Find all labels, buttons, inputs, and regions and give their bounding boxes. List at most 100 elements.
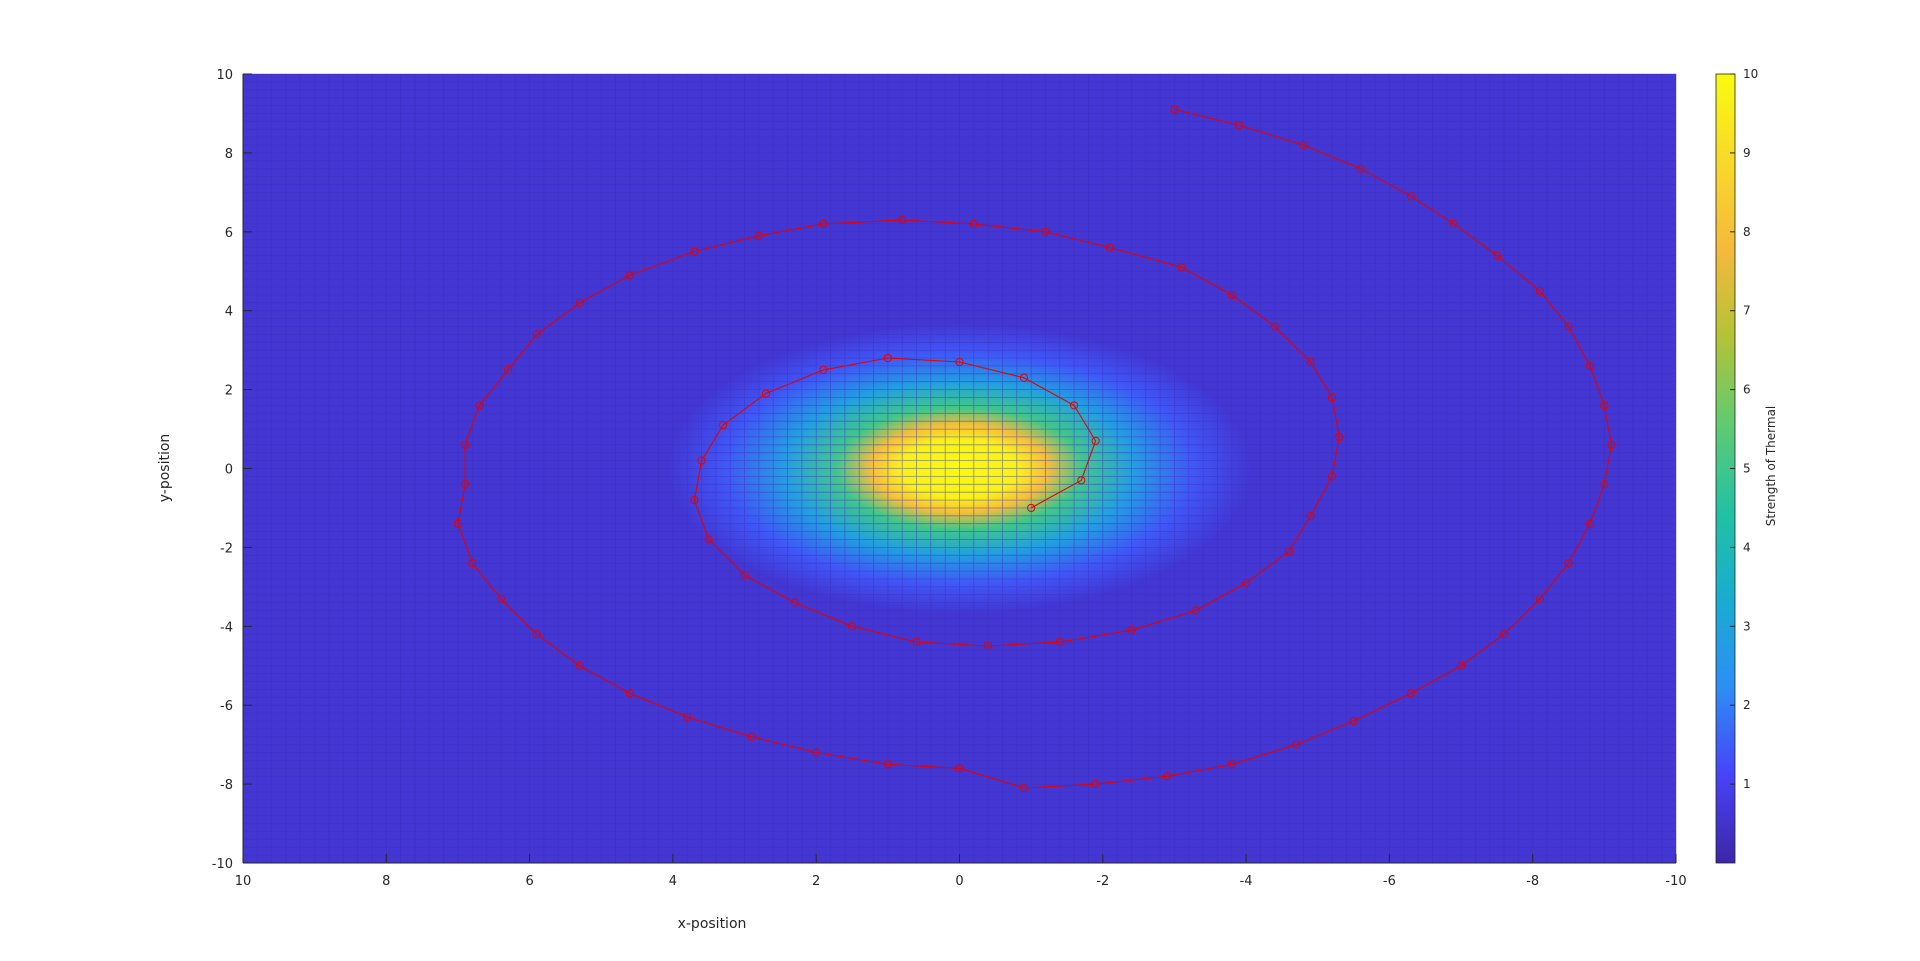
colorbar-tick-label: 6 — [1743, 383, 1751, 397]
data-point — [1242, 578, 1251, 588]
data-point — [453, 519, 463, 528]
data-point — [1406, 689, 1415, 698]
data-point — [984, 641, 993, 651]
y-tick-label: -6 — [220, 699, 233, 714]
data-point — [747, 732, 756, 741]
data-point — [847, 622, 857, 631]
y-tick-label: -4 — [220, 620, 233, 635]
data-point — [461, 480, 470, 489]
data-point — [1535, 286, 1544, 296]
data-point — [1349, 716, 1358, 726]
flight-path — [453, 105, 1616, 793]
data-point — [461, 440, 470, 449]
data-point — [1027, 503, 1036, 513]
y-tick-label: -10 — [212, 857, 233, 872]
data-point — [812, 748, 821, 757]
y-tick-label: 10 — [216, 68, 233, 83]
data-point — [1191, 606, 1201, 615]
data-point — [883, 353, 892, 363]
colorbar-tick-label: 9 — [1743, 146, 1751, 160]
data-point — [790, 598, 799, 607]
data-point — [625, 271, 635, 280]
data-point — [1019, 373, 1029, 382]
data-point — [1600, 401, 1609, 410]
colorbar-tick-label: 7 — [1743, 304, 1751, 318]
data-point — [1234, 121, 1244, 130]
data-point — [955, 764, 964, 773]
y-tick-label: -2 — [220, 541, 233, 556]
data-point — [1306, 357, 1315, 367]
data-point — [1535, 594, 1544, 603]
data-point — [761, 389, 771, 398]
data-point — [496, 594, 506, 603]
data-point — [1564, 559, 1573, 568]
data-point — [1449, 219, 1458, 229]
x-axis-label: x-position — [678, 916, 747, 932]
data-point — [912, 637, 921, 647]
data-point — [1456, 661, 1466, 670]
mesh-lines — [242, 73, 1677, 864]
x-tick-label: 6 — [525, 874, 533, 889]
x-tick-label: 0 — [955, 874, 963, 889]
data-point — [1585, 519, 1595, 528]
data-point — [1356, 164, 1365, 173]
data-point — [1564, 322, 1573, 331]
colorbar-tick-label: 8 — [1743, 225, 1751, 239]
data-point — [1070, 401, 1079, 410]
data-point — [1600, 480, 1609, 489]
data-point — [1227, 290, 1236, 300]
data-point — [754, 231, 763, 240]
data-point — [504, 365, 513, 374]
surface-mesh-grid — [242, 73, 1677, 864]
x-tick-label: 10 — [235, 874, 252, 889]
x-tick-label: 8 — [382, 874, 390, 889]
x-tick-label: -10 — [1665, 874, 1686, 889]
x-tick-label: -8 — [1526, 874, 1539, 889]
colorbar-tick-label: 3 — [1743, 619, 1751, 633]
data-point — [1492, 251, 1501, 260]
data-point — [575, 298, 584, 307]
data-point — [1019, 783, 1029, 793]
x-tick-label: -2 — [1096, 874, 1109, 889]
data-point — [575, 661, 584, 670]
data-point — [1227, 760, 1236, 769]
colorbar-tick-label: 4 — [1743, 540, 1751, 554]
x-tick-label: 4 — [669, 874, 677, 889]
data-point — [1335, 432, 1344, 442]
data-point — [883, 760, 892, 769]
y-tick-label: 2 — [225, 384, 233, 399]
data-point — [468, 559, 477, 568]
data-point — [1406, 192, 1415, 201]
data-point — [1270, 322, 1279, 331]
x-tick-label: 2 — [812, 874, 820, 889]
data-point — [1091, 780, 1100, 789]
data-point — [690, 247, 699, 256]
data-point — [819, 219, 828, 229]
y-tick-label: 6 — [225, 226, 233, 241]
y-tick-label: -8 — [220, 778, 233, 793]
data-point — [683, 712, 692, 722]
data-point — [1105, 243, 1115, 252]
data-point — [898, 215, 907, 225]
data-point — [1077, 476, 1086, 485]
data-point — [1585, 361, 1595, 371]
data-point — [625, 689, 635, 698]
colorbar-tick-label: 10 — [1743, 67, 1758, 81]
data-point — [532, 630, 541, 639]
data-point — [697, 456, 706, 465]
x-tick-label: -6 — [1383, 874, 1396, 889]
y-tick-label: 0 — [225, 463, 233, 478]
colorbar-label: Strength of Thermal — [1764, 406, 1778, 527]
x-tick-label: -4 — [1240, 874, 1253, 889]
colorbar-tick-label: 1 — [1743, 777, 1751, 791]
data-point — [1327, 393, 1337, 402]
colorbar-tick-label: 5 — [1743, 462, 1751, 476]
data-point — [819, 365, 828, 374]
data-point — [1177, 263, 1186, 272]
data-point — [1284, 547, 1294, 556]
data-point — [1327, 472, 1337, 481]
y-axis-label: y-position — [157, 434, 173, 503]
data-point — [1306, 511, 1315, 520]
